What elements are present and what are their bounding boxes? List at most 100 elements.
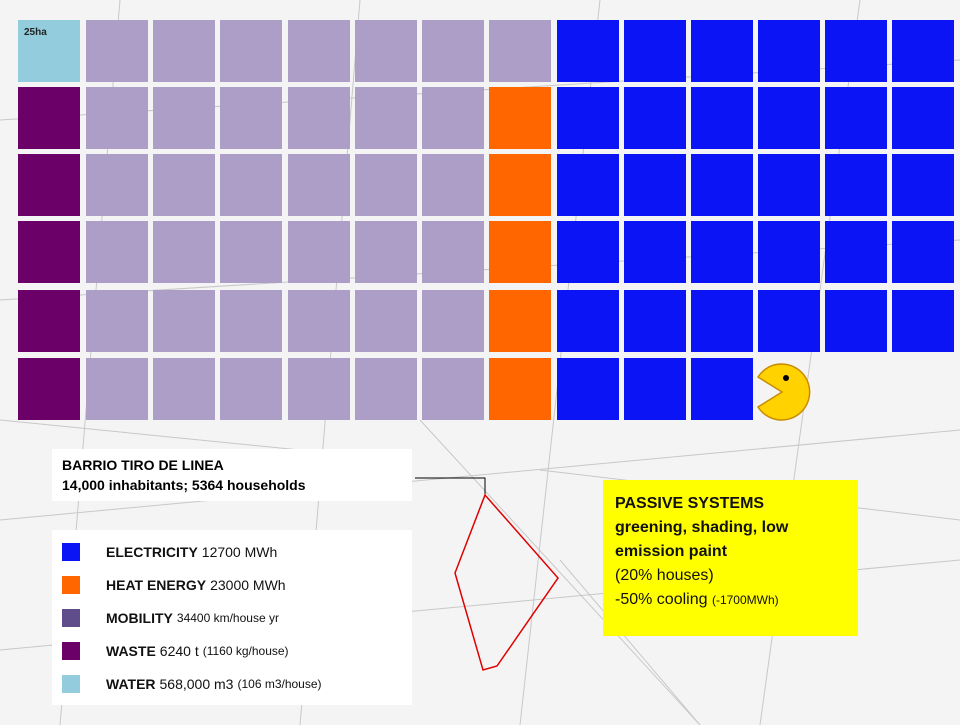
tile xyxy=(355,87,417,149)
tile xyxy=(18,154,80,216)
legend-note: 34400 km/house yr xyxy=(176,611,279,625)
tile xyxy=(86,358,148,420)
passive-subtitle: greening, shading, low emission paint xyxy=(615,519,789,560)
tile xyxy=(624,221,686,283)
legend-item: WASTE 6240 t (1160 kg/house) xyxy=(62,639,289,663)
tile xyxy=(691,358,753,420)
legend-value: 568,000 m3 xyxy=(159,676,234,692)
passive-box: PASSIVE SYSTEMS greening, shading, low e… xyxy=(603,480,858,636)
tile xyxy=(892,154,954,216)
tile xyxy=(288,87,350,149)
legend-name: WASTE xyxy=(106,643,156,659)
site-outline xyxy=(454,493,559,671)
tile xyxy=(758,154,820,216)
tile xyxy=(624,154,686,216)
tile xyxy=(18,20,80,82)
tile xyxy=(153,20,215,82)
tile xyxy=(288,20,350,82)
tile xyxy=(422,20,484,82)
tile xyxy=(288,154,350,216)
tile xyxy=(557,154,619,216)
legend-item: MOBILITY 34400 km/house yr xyxy=(62,606,279,630)
tile xyxy=(624,87,686,149)
tile xyxy=(825,221,887,283)
tile xyxy=(758,290,820,352)
tile xyxy=(355,358,417,420)
tile xyxy=(288,358,350,420)
tile xyxy=(489,221,551,283)
tile xyxy=(355,154,417,216)
tile xyxy=(86,20,148,82)
tile xyxy=(624,20,686,82)
tile xyxy=(489,20,551,82)
tile xyxy=(691,87,753,149)
tile xyxy=(355,290,417,352)
tile xyxy=(422,358,484,420)
passive-effect-note: (-1700MWh) xyxy=(711,593,779,607)
legend-item: WATER 568,000 m3 (106 m3/house) xyxy=(62,672,322,696)
legend-swatch xyxy=(62,642,80,660)
tile xyxy=(86,154,148,216)
tile xyxy=(557,290,619,352)
tile xyxy=(624,290,686,352)
site-title: BARRIO TIRO DE LINEA xyxy=(62,457,224,473)
tile xyxy=(220,154,282,216)
legend-value: 12700 MWh xyxy=(201,544,278,560)
tile xyxy=(288,221,350,283)
tile xyxy=(153,87,215,149)
legend-name: ELECTRICITY xyxy=(106,544,198,560)
passive-share: (20% houses) xyxy=(615,567,714,584)
tile xyxy=(557,20,619,82)
tile xyxy=(892,221,954,283)
tile xyxy=(288,290,350,352)
tile xyxy=(691,290,753,352)
tile xyxy=(825,20,887,82)
tile xyxy=(758,221,820,283)
tile xyxy=(220,20,282,82)
legend-name: WATER xyxy=(106,676,156,692)
tile xyxy=(220,87,282,149)
tile-label: 25ha xyxy=(24,27,47,38)
tile xyxy=(825,290,887,352)
tile xyxy=(624,358,686,420)
tile xyxy=(18,358,80,420)
tile xyxy=(153,221,215,283)
tile xyxy=(86,290,148,352)
tile xyxy=(220,221,282,283)
legend: ELECTRICITY 12700 MWh HEAT ENERGY 23000 MWh… xyxy=(52,530,412,705)
legend-item: HEAT ENERGY 23000 MWh xyxy=(62,573,286,597)
tile xyxy=(422,290,484,352)
pacman xyxy=(756,363,811,421)
tile xyxy=(691,221,753,283)
site-subtitle: 14,000 inhabitants; 5364 households xyxy=(62,477,306,493)
legend-swatch xyxy=(62,576,80,594)
tile xyxy=(422,87,484,149)
tile xyxy=(557,87,619,149)
tile xyxy=(489,290,551,352)
pacman-eye xyxy=(783,375,789,381)
tile xyxy=(422,154,484,216)
tile xyxy=(557,358,619,420)
tile xyxy=(18,290,80,352)
passive-title: PASSIVE SYSTEMS xyxy=(615,495,765,512)
tile xyxy=(892,87,954,149)
tile xyxy=(825,87,887,149)
tile xyxy=(153,290,215,352)
tile xyxy=(892,290,954,352)
tile xyxy=(86,221,148,283)
tile xyxy=(691,20,753,82)
tile xyxy=(18,87,80,149)
tile xyxy=(489,87,551,149)
tile xyxy=(489,358,551,420)
tile xyxy=(220,358,282,420)
legend-name: HEAT ENERGY xyxy=(106,577,207,593)
tile xyxy=(557,221,619,283)
tile xyxy=(691,154,753,216)
tile xyxy=(825,154,887,216)
site-box: BARRIO TIRO DE LINEA 14,000 inhabitants;… xyxy=(52,449,412,501)
legend-name: MOBILITY xyxy=(106,610,173,626)
tile xyxy=(758,20,820,82)
tile xyxy=(153,358,215,420)
tile xyxy=(153,154,215,216)
